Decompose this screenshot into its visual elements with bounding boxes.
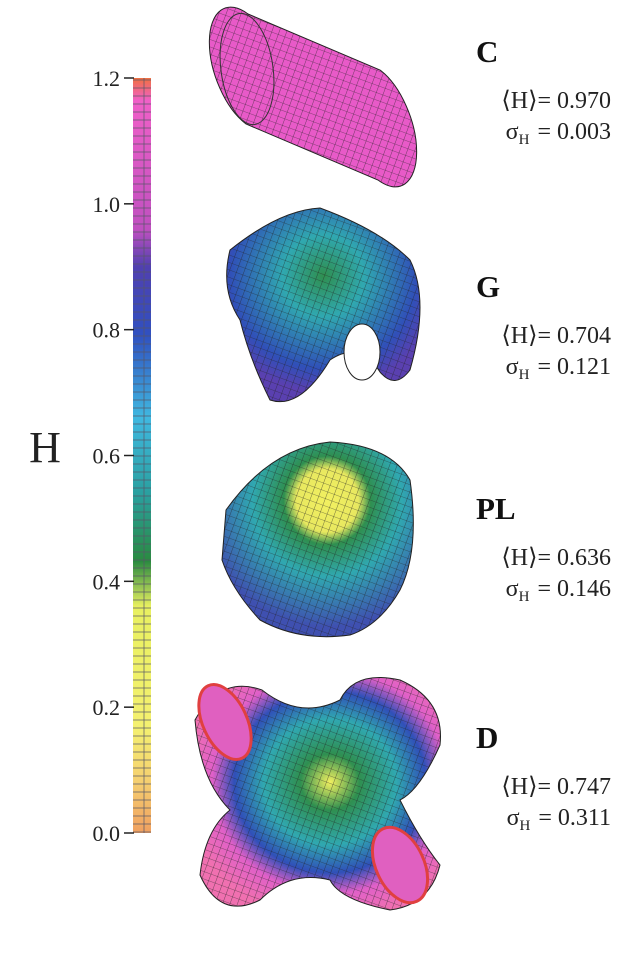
mean-value: 0.970 bbox=[557, 88, 611, 114]
sigma-value: 0.121 bbox=[557, 354, 611, 380]
figure: 0.00.20.40.60.81.01.2 H C⟨H⟩=0.970σH=0.0… bbox=[0, 0, 623, 957]
mean-value: 0.636 bbox=[557, 545, 611, 571]
surface-d bbox=[188, 676, 440, 911]
surface-name: PL bbox=[476, 491, 516, 526]
equals: = bbox=[538, 805, 552, 831]
sigma-value: 0.146 bbox=[557, 576, 611, 602]
equals: = bbox=[537, 354, 551, 380]
sigma-symbol: σ bbox=[506, 354, 519, 380]
mean-symbol: ⟨H⟩ bbox=[501, 323, 537, 349]
mean-line: ⟨H⟩=0.747 bbox=[501, 774, 611, 800]
mean-line: ⟨H⟩=0.970 bbox=[501, 88, 611, 114]
sigma-subscript: H bbox=[519, 589, 530, 605]
equals: = bbox=[537, 88, 551, 114]
surface-labels: C⟨H⟩=0.970σH=0.003G⟨H⟩=0.704σH=0.121PL⟨H… bbox=[476, 34, 611, 834]
surface-name: C bbox=[476, 34, 498, 69]
sigma-subscript: H bbox=[519, 132, 530, 148]
tick-label: 1.0 bbox=[93, 192, 121, 217]
surface-name: D bbox=[476, 720, 498, 755]
tick-label: 0.4 bbox=[93, 569, 121, 594]
mean-symbol: ⟨H⟩ bbox=[501, 88, 537, 114]
sigma-value: 0.003 bbox=[557, 119, 611, 145]
sigma-line: σH =0.003 bbox=[506, 119, 611, 148]
sigma-symbol: σ bbox=[507, 805, 520, 831]
mean-value: 0.747 bbox=[557, 774, 611, 800]
equals: = bbox=[537, 323, 551, 349]
tick-label: 0.0 bbox=[93, 821, 121, 846]
equals: = bbox=[537, 545, 551, 571]
equals: = bbox=[537, 774, 551, 800]
sigma-symbol: σ bbox=[506, 119, 519, 145]
mean-line: ⟨H⟩=0.636 bbox=[501, 545, 611, 571]
sigma-subscript: H bbox=[519, 367, 530, 383]
sigma-line: σH =0.146 bbox=[506, 576, 611, 605]
tick-label: 1.2 bbox=[93, 66, 121, 91]
mean-symbol: ⟨H⟩ bbox=[501, 545, 537, 571]
surface-name: G bbox=[476, 269, 500, 304]
sigma-symbol: σ bbox=[506, 576, 519, 602]
surface-c bbox=[209, 7, 416, 187]
mean-line: ⟨H⟩=0.704 bbox=[501, 323, 611, 349]
colorbar-label: H bbox=[29, 423, 61, 472]
equals: = bbox=[537, 576, 551, 602]
tick-label: 0.8 bbox=[93, 318, 121, 343]
mean-value: 0.704 bbox=[557, 323, 611, 349]
surface-g bbox=[227, 208, 420, 402]
colorbar-ticks: 0.0 0.2 0.4 0.6 0.8 1.0 1.2 bbox=[93, 66, 135, 846]
surface-pl bbox=[222, 442, 413, 637]
sigma-line: σH =0.121 bbox=[506, 354, 611, 383]
sigma-line: σH =0.311 bbox=[507, 805, 611, 834]
tick-label: 0.6 bbox=[93, 444, 121, 469]
equals: = bbox=[537, 119, 551, 145]
tick-label: 0.2 bbox=[93, 695, 121, 720]
colorbar bbox=[133, 78, 151, 833]
sigma-subscript: H bbox=[520, 818, 531, 834]
sigma-value: 0.311 bbox=[558, 805, 611, 831]
colorbar-cells bbox=[133, 78, 151, 833]
mean-symbol: ⟨H⟩ bbox=[501, 774, 537, 800]
